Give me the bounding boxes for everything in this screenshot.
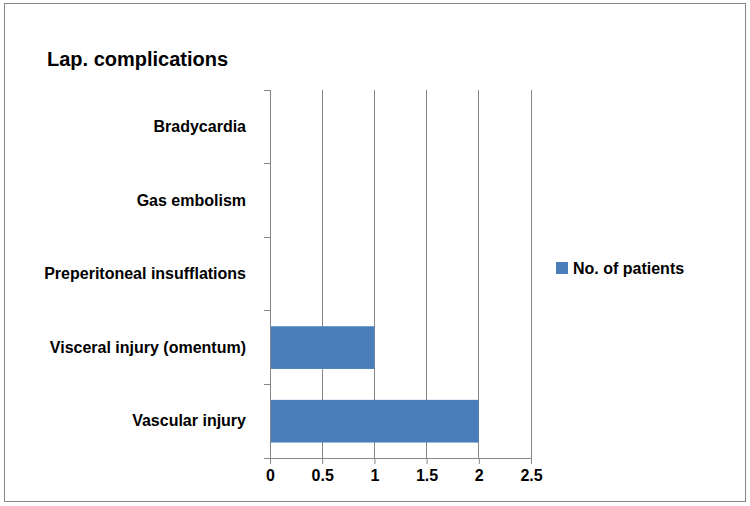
x-tick-label: 2.5 [520,467,542,484]
grid-line [270,90,271,458]
bar [270,400,479,443]
x-tick-label: 1 [370,467,379,484]
x-tick: 0.5 [312,458,334,484]
bar [270,326,374,369]
y-tick: Vascular injury [132,412,270,429]
legend: No. of patients [556,260,684,277]
plot-area: 0 0.5 1 1.5 2 2.5 Bradycardia Gas embolism Prepe… [44,90,543,484]
x-tick-mark [374,458,375,464]
x-tick-label: 0 [266,467,275,484]
y-tick-label: Preperitoneal insufflations [44,265,246,282]
x-tick: 1 [370,458,379,484]
x-tick-label: 1.5 [416,467,438,484]
y-tick: Visceral injury (omentum) [50,339,270,356]
y-tick: Gas embolism [137,192,270,209]
y-tick-label: Vascular injury [132,412,246,429]
grid [270,90,531,458]
category-divider [264,384,270,385]
category-divider [264,310,270,311]
x-tick-mark [427,458,428,464]
x-tick: 1.5 [416,458,438,484]
category-dividers [264,90,270,458]
category-divider [264,90,270,91]
legend-item: No. of patients [556,260,684,277]
y-tick: Preperitoneal insufflations [44,265,270,282]
category-divider [264,458,270,459]
x-tick-label: 0.5 [312,467,334,484]
x-axis: 0 0.5 1 1.5 2 2.5 [266,458,543,484]
category-divider [264,237,270,238]
category-divider [264,163,270,164]
x-axis-line [271,458,532,459]
chart-title: Lap. complications [47,48,228,70]
y-tick-label: Bradycardia [154,118,247,135]
bars [270,326,479,442]
x-tick-label: 2 [475,467,484,484]
x-tick-mark [531,458,532,464]
y-tick-label: Gas embolism [137,192,246,209]
x-tick-mark [322,458,323,464]
y-tick: Bradycardia [154,118,271,135]
y-axis-line [270,91,271,459]
x-tick-mark [479,458,480,464]
legend-swatch [556,262,568,274]
x-tick: 0 [266,458,275,484]
x-tick: 2 [475,458,484,484]
x-tick-mark [270,458,271,464]
chart-svg: 0 0.5 1 1.5 2 2.5 Bradycardia Gas embolism Prepe… [0,0,750,506]
legend-label: No. of patients [573,260,684,277]
grid-line [531,90,532,458]
y-tick-label: Visceral injury (omentum) [50,339,246,356]
chart-frame [5,4,746,502]
y-axis: Bradycardia Gas embolism Preperitoneal ins… [44,91,270,459]
x-tick: 2.5 [520,458,542,484]
